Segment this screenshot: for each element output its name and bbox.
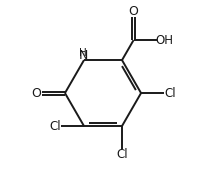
- Text: OH: OH: [155, 34, 173, 47]
- Text: O: O: [31, 87, 41, 100]
- Text: Cl: Cl: [49, 119, 61, 132]
- Text: Cl: Cl: [164, 87, 176, 100]
- Text: Cl: Cl: [116, 148, 128, 161]
- Text: O: O: [129, 5, 138, 18]
- Text: H: H: [80, 48, 87, 58]
- Text: N: N: [79, 49, 88, 62]
